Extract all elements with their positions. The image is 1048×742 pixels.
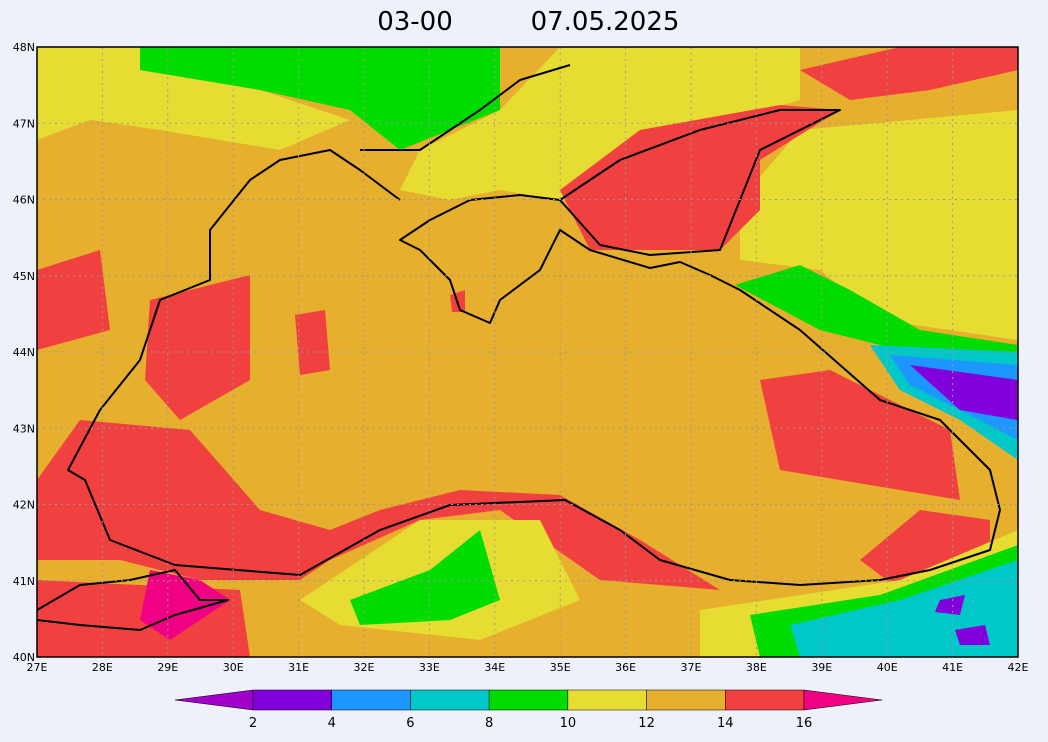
- colorbar-segment: [725, 689, 805, 711]
- lon-label: 34E: [484, 661, 505, 674]
- field: [37, 47, 1018, 657]
- lat-label: 48N: [13, 41, 35, 54]
- map-frame: [36, 46, 1019, 658]
- colorbar-segment: [488, 689, 569, 711]
- lon-label: 31E: [288, 661, 309, 674]
- colorbar-segment: [646, 689, 726, 711]
- colorbar-label: 2: [249, 716, 257, 731]
- lat-label: 40N: [13, 651, 35, 664]
- lon-label: 29E: [157, 661, 178, 674]
- lon-label: 38E: [746, 661, 767, 674]
- lat-label: 46N: [13, 194, 35, 207]
- graticule: [37, 47, 1018, 657]
- lon-label: 35E: [550, 661, 571, 674]
- colorbar-label: 6: [406, 716, 414, 731]
- colorbar-segment: [410, 689, 490, 711]
- colorbar-arrow-high: [803, 689, 883, 711]
- title-time: 03-00: [377, 7, 453, 37]
- colorbar: 2 4 6 8 10 12 14 16: [174, 689, 883, 731]
- lon-label: 30E: [223, 661, 244, 674]
- colorbar-segment: [252, 689, 332, 711]
- lon-label: 41E: [942, 661, 963, 674]
- colorbar-label: 12: [638, 716, 655, 731]
- lat-label: 45N: [13, 270, 35, 283]
- lon-label: 42E: [1008, 661, 1029, 674]
- colorbar-segment: [331, 689, 411, 711]
- colorbar-label: 14: [717, 716, 734, 731]
- lat-label: 43N: [13, 422, 35, 435]
- lon-label: 27E: [27, 661, 48, 674]
- lat-label: 42N: [13, 499, 35, 512]
- title: 03-00 07.05.2025: [377, 7, 679, 37]
- lon-label: 37E: [681, 661, 702, 674]
- lon-label: 36E: [615, 661, 636, 674]
- colorbar-label: 16: [796, 716, 813, 731]
- lat-label: 44N: [13, 346, 35, 359]
- colorbar-segment: [567, 689, 647, 711]
- colorbar-arrow-low: [174, 689, 254, 711]
- lat-label: 47N: [13, 117, 35, 130]
- title-date: 07.05.2025: [531, 7, 680, 37]
- lat-label: 41N: [13, 575, 35, 588]
- colorbar-label: 8: [485, 716, 493, 731]
- lon-label: 39E: [811, 661, 832, 674]
- lon-label: 40E: [877, 661, 898, 674]
- colorbar-label: 10: [560, 716, 577, 731]
- lon-label: 33E: [419, 661, 440, 674]
- lon-label: 28E: [92, 661, 113, 674]
- colorbar-label: 4: [328, 716, 336, 731]
- lon-label: 32E: [354, 661, 375, 674]
